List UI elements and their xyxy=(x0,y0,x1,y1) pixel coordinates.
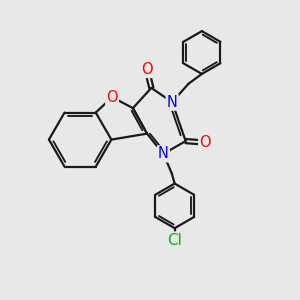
Text: N: N xyxy=(158,146,169,161)
Text: Cl: Cl xyxy=(167,232,182,247)
Text: O: O xyxy=(199,135,211,150)
Text: O: O xyxy=(141,62,153,77)
Text: N: N xyxy=(167,95,178,110)
Text: O: O xyxy=(106,90,118,105)
